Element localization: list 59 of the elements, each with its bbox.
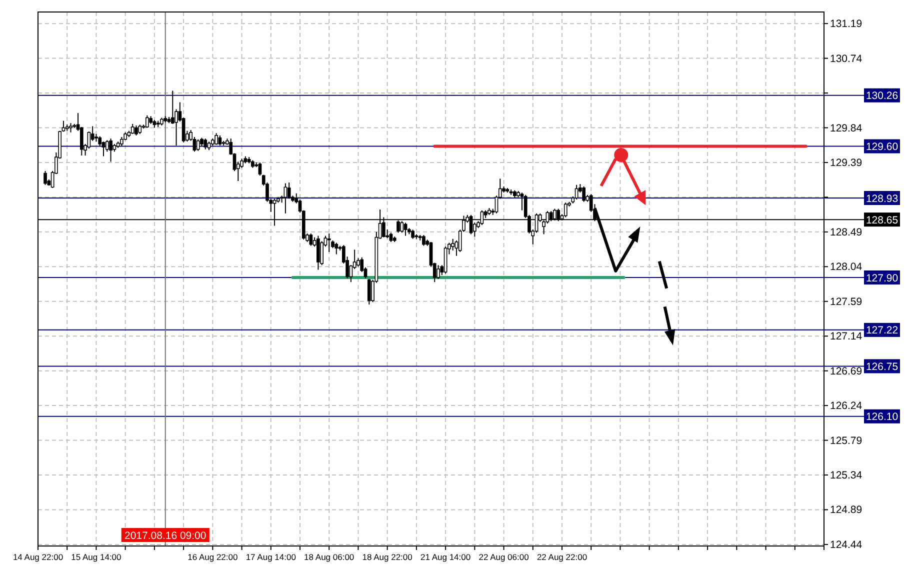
ref-line-label: 130.26 <box>866 90 898 102</box>
y-tick-label: 125.34 <box>830 470 862 482</box>
candlestick <box>451 238 455 251</box>
ref-line-label: 129.60 <box>866 141 898 154</box>
candlestick <box>389 232 393 242</box>
ref-line-label: 128.93 <box>866 192 898 205</box>
candlestick <box>334 242 338 255</box>
candlestick <box>130 123 134 134</box>
candlestick <box>105 140 109 152</box>
candlestick <box>69 122 72 133</box>
candlestick <box>422 234 426 246</box>
y-tick-label: 128.04 <box>830 261 862 274</box>
y-tick-label: 127.59 <box>830 296 862 308</box>
candlestick <box>582 186 586 202</box>
x-tick-label: 14 Aug 22:00 <box>12 552 64 562</box>
x-tick-label: 22 Aug 06:00 <box>478 552 530 562</box>
ref-line-label: 127.90 <box>866 272 898 284</box>
x-tick-label: 21 Aug 14:00 <box>420 552 471 562</box>
y-tick-label: 126.69 <box>830 365 862 378</box>
ref-line-label: 127.22 <box>866 324 898 337</box>
y-tick-label: 127.14 <box>830 330 862 343</box>
x-tick-label: 22 Aug 22:00 <box>536 552 588 562</box>
candlestick <box>134 124 138 136</box>
candlestick <box>327 232 331 252</box>
y-tick-label: 124.44 <box>830 538 862 551</box>
candlestick <box>574 184 578 200</box>
candlestick <box>138 124 142 134</box>
ref-line-label: 126.75 <box>866 361 898 373</box>
candlestick <box>316 235 320 270</box>
candlestick <box>287 182 291 200</box>
candlestick <box>109 138 112 162</box>
candlestick <box>404 222 408 236</box>
x-tick-label: 17 Aug 14:00 <box>246 552 296 562</box>
x-tick-label: 18 Aug 06:00 <box>304 552 354 562</box>
annotation: 2017.08.16 09:00 <box>124 530 206 542</box>
x-tick-label: 15 Aug 14:00 <box>71 552 122 562</box>
y-tick-label: 131.19 <box>830 18 862 30</box>
y-tick-label: 130.74 <box>830 52 862 65</box>
candlestick <box>204 138 208 150</box>
y-tick-label: 125.79 <box>830 434 862 447</box>
x-tick-label: 18 Aug 22:00 <box>362 552 413 562</box>
y-tick-label: 128.49 <box>830 226 862 238</box>
candlestick <box>218 134 222 146</box>
candlestick <box>367 278 371 305</box>
y-tick-label: 129.39 <box>830 156 862 169</box>
candlestick <box>196 138 200 152</box>
candlestick <box>444 246 448 274</box>
y-tick-label: 126.24 <box>830 400 862 412</box>
candlestick <box>145 114 149 128</box>
x-tick-label: 16 Aug 22:00 <box>188 552 238 562</box>
candlestick <box>44 170 47 186</box>
ref-line-label: 128.65 <box>866 214 898 226</box>
candlestick <box>436 264 440 280</box>
candlestick <box>411 229 414 240</box>
y-tick-label: 124.89 <box>830 504 862 516</box>
candlestick <box>309 232 313 246</box>
candlestick <box>120 136 124 147</box>
y-tick-label: 129.84 <box>830 122 862 134</box>
ref-line-label: 126.10 <box>866 411 898 424</box>
